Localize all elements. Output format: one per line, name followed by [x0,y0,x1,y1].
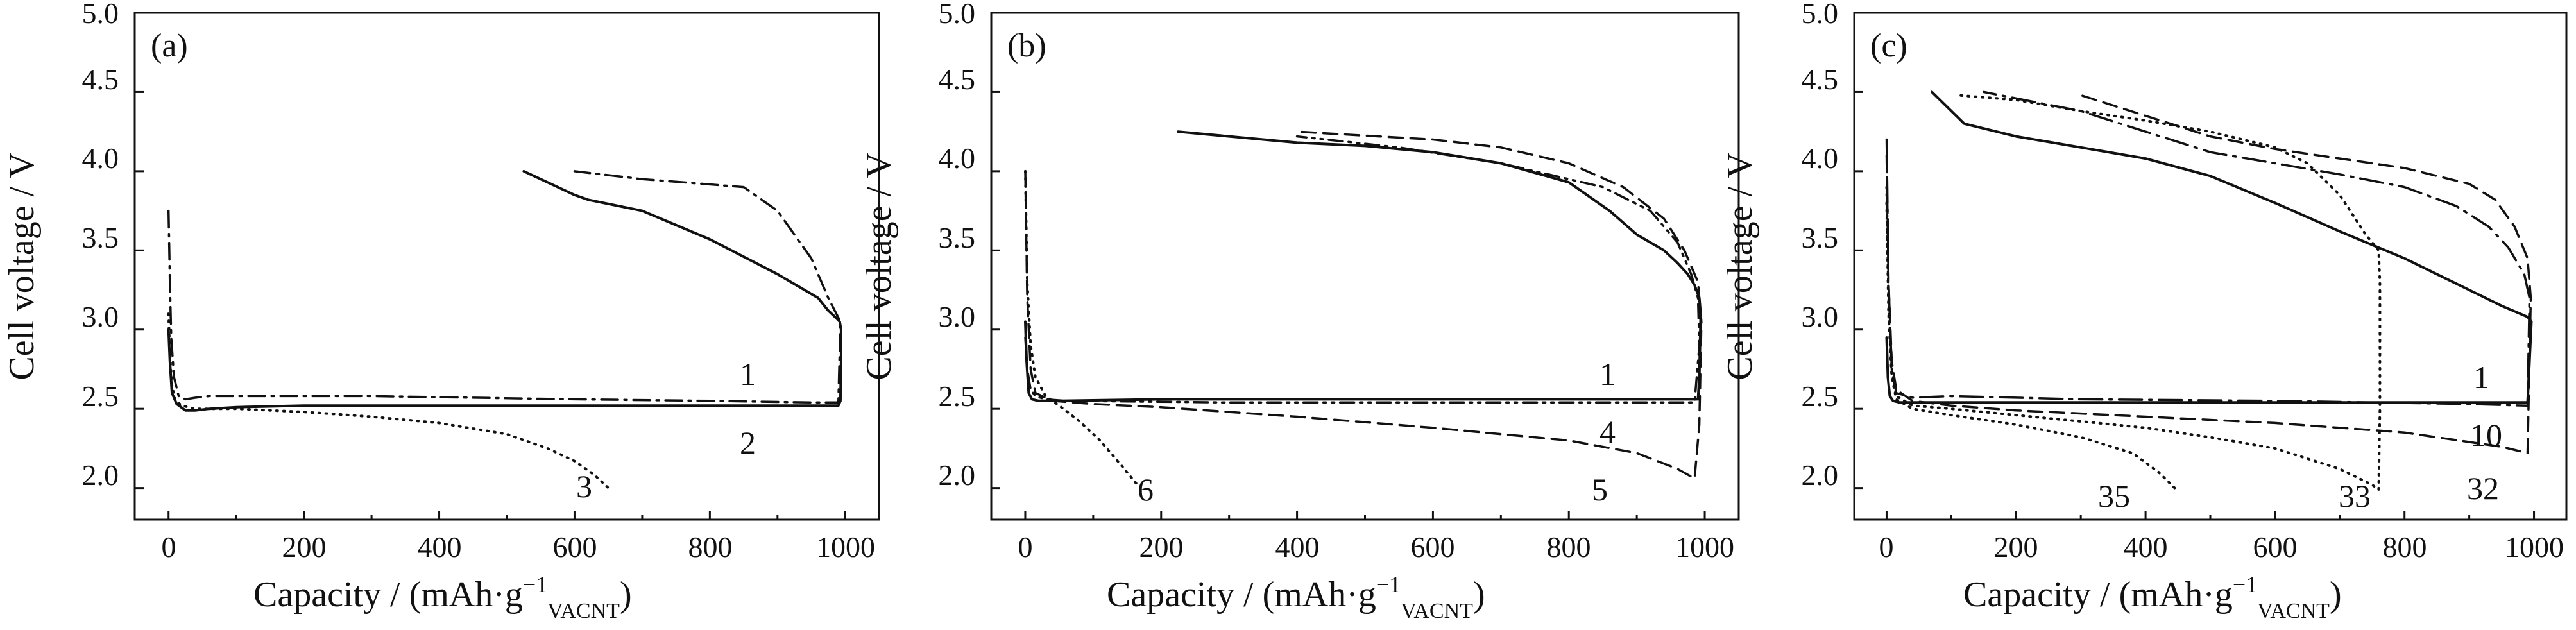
x-tick-label: 1000 [816,531,875,563]
x-tick-label: 200 [282,531,327,563]
y-tick-label: 2.0 [1802,459,1839,491]
series-line-3 [167,312,610,490]
tick-marks [135,12,846,520]
curve-label: 32 [2467,470,2499,506]
y-tick-label: 2.0 [82,459,119,491]
y-tick-label: 3.5 [82,221,119,254]
plot-area [1024,130,1703,486]
y-tick-label: 4.5 [1802,63,1839,96]
y-tick-label: 4.0 [939,142,976,175]
series-line-5 [1024,130,1703,480]
y-tick-label: 5.0 [82,0,119,30]
x-tick-label: 400 [1275,531,1320,563]
panel-label: (b) [1007,28,1046,64]
x-tick-label: 600 [553,531,597,563]
y-tick-label: 3.0 [939,300,976,333]
y-axis-title: Cell voltage / V [1720,152,1760,380]
y-axis-title: Cell voltage / V [2,152,42,380]
tick-marks [1854,12,2536,520]
panel-label: (a) [151,28,188,64]
x-tick-label: 800 [688,531,733,563]
x-tick-label: 1000 [1675,531,1734,563]
series-line-32 [1885,94,2532,455]
curve-label: 5 [1592,472,1608,507]
x-tick-label: 200 [1994,531,2038,563]
x-tick-label: 0 [162,531,176,563]
plot-frame [133,12,880,521]
y-tick-label: 2.5 [82,380,119,413]
y-tick-label: 3.0 [82,300,119,333]
x-tick-label: 400 [2124,531,2168,563]
plot-area [167,169,842,490]
curve-label: 6 [1138,472,1154,507]
series-line-10 [1885,90,2531,407]
panel-label: (c) [1870,28,1907,64]
x-tick-label: 0 [1018,531,1033,563]
x-tick-label: 800 [1547,531,1591,563]
plot-area [1885,90,2533,491]
y-tick-label: 5.0 [1802,0,1839,30]
curve-label: 2 [740,425,756,461]
panel-b: (b) 2.0 2.5 3.0 3.5 4.0 4.5 5.0 0 200 40… [859,0,1740,623]
y-tick-label: 4.0 [1802,142,1839,175]
series-line-4 [1024,135,1701,404]
x-tick-label: 400 [418,531,462,563]
x-axis-title: Capacity / (mAh·g−1VACNT) [1963,572,2342,623]
y-tick-label: 4.0 [82,142,119,175]
series-line-6 [1024,169,1139,486]
curve-label: 1 [1599,356,1616,392]
curve-label: 10 [2470,417,2502,453]
series-line-2 [167,170,842,404]
x-tick-label: 1000 [2505,531,2564,563]
y-tick-label: 4.5 [939,63,976,96]
series-line-1 [1885,90,2533,404]
x-tick-label: 0 [1879,531,1894,563]
curve-label: 33 [2339,478,2371,514]
y-tick-label: 2.5 [1802,380,1839,413]
curve-label: 35 [2098,478,2130,514]
plot-frame [1853,12,2568,521]
series-line-1 [167,169,842,412]
y-tick-label: 2.0 [939,459,976,491]
y-tick-label: 3.5 [1802,221,1839,254]
y-tick-label: 3.5 [939,221,976,254]
x-tick-label: 600 [2253,531,2298,563]
x-axis-title: Capacity / (mAh·g−1VACNT) [1107,572,1485,623]
y-tick-label: 5.0 [939,0,976,30]
y-tick-label: 2.5 [939,380,976,413]
curve-label: 1 [2473,359,2489,395]
panel-c: (c) 2.0 2.5 3.0 3.5 4.0 4.5 5.0 0 200 40… [1720,0,2568,623]
y-tick-label: 4.5 [82,63,119,96]
tick-marks [991,12,1706,520]
y-axis-title: Cell voltage / V [859,152,899,380]
panel-a: (a) 2.0 2.5 3.0 3.5 4.0 4.5 5.0 0 200 40… [2,0,880,623]
x-axis-title: Capacity / (mAh·g−1VACNT) [253,572,632,623]
series-line-33 [1885,94,2382,491]
x-tick-label: 800 [2383,531,2427,563]
x-tick-label: 600 [1411,531,1455,563]
series-line-35 [1885,201,2176,490]
curve-label: 1 [740,356,756,392]
curve-label: 3 [576,468,592,504]
y-tick-label: 3.0 [1802,300,1839,333]
curve-label: 4 [1599,414,1616,450]
x-tick-label: 200 [1139,531,1184,563]
